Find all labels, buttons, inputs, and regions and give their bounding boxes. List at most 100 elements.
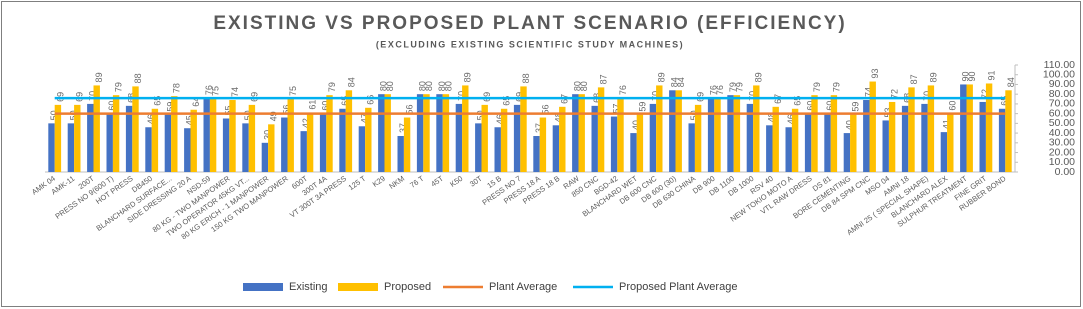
bar <box>145 127 152 172</box>
bar <box>947 113 954 172</box>
data-label: 45 <box>185 115 195 125</box>
data-label: 65 <box>792 96 802 106</box>
bar <box>248 104 256 172</box>
data-label: 46 <box>786 114 796 124</box>
data-label: 59 <box>637 102 647 112</box>
data-label: 70 <box>747 91 757 101</box>
data-label: 88 <box>521 73 531 83</box>
bar <box>960 84 967 172</box>
data-label: 65 <box>999 96 1009 106</box>
bar <box>636 114 644 172</box>
data-label: 48 <box>767 112 777 122</box>
data-label: 61 <box>307 100 317 110</box>
data-label: 79 <box>734 82 744 92</box>
bar <box>572 94 579 172</box>
data-label: 60 <box>825 101 835 111</box>
data-label: 89 <box>754 72 764 82</box>
bar <box>481 104 488 172</box>
bar <box>326 95 333 172</box>
legend-swatch <box>338 283 378 291</box>
bar <box>863 100 870 172</box>
bar <box>281 117 288 172</box>
bar <box>67 123 75 172</box>
data-label: 80 <box>417 81 427 91</box>
bar <box>869 81 876 172</box>
bar <box>229 100 236 172</box>
data-label: 56 <box>282 105 292 115</box>
bar <box>901 105 909 172</box>
bar <box>649 103 657 172</box>
data-label: 87 <box>598 74 608 84</box>
bar <box>785 127 792 172</box>
data-label: 64 <box>191 97 201 107</box>
bar <box>261 142 269 172</box>
bar <box>707 98 715 172</box>
y-tick-label: 20.00 <box>1049 146 1075 158</box>
bar <box>630 133 637 172</box>
data-label: 74 <box>864 87 874 97</box>
data-label: 59 <box>165 102 175 112</box>
bar <box>940 132 948 172</box>
bar <box>998 108 1006 172</box>
data-label: 70 <box>922 91 932 101</box>
data-label: 79 <box>812 82 822 92</box>
data-label: 47 <box>359 113 369 123</box>
bar <box>753 85 760 172</box>
data-label: 84 <box>670 77 680 87</box>
bar <box>87 103 94 172</box>
data-label: 80 <box>573 81 583 91</box>
bar <box>675 90 682 172</box>
y-tick-label: 60.00 <box>1049 107 1075 119</box>
bar <box>552 125 560 172</box>
bar <box>475 123 482 172</box>
bar <box>694 104 702 172</box>
legend-label: Existing <box>289 281 328 293</box>
bar <box>533 136 540 172</box>
data-label: 50 <box>476 110 486 120</box>
bar <box>319 113 327 172</box>
bar <box>979 101 986 172</box>
bar <box>48 123 55 172</box>
bar <box>209 99 217 172</box>
data-label: 65 <box>340 96 350 106</box>
bar <box>268 124 275 172</box>
bar <box>811 95 818 172</box>
legend-label: Plant Average <box>489 281 557 293</box>
data-label: 91 <box>986 70 996 80</box>
bar <box>921 103 928 172</box>
data-label: 89 <box>928 72 938 82</box>
bar <box>727 95 734 172</box>
bar <box>190 109 197 172</box>
y-tick-label: 90.00 <box>1049 78 1075 90</box>
data-label: 37 <box>534 123 544 133</box>
bar <box>830 95 838 172</box>
data-label: 75 <box>288 86 298 96</box>
data-label: 78 <box>172 83 182 93</box>
bar <box>442 94 450 172</box>
data-label: 76 <box>708 85 718 95</box>
data-label: 37 <box>398 123 408 133</box>
data-label: 79 <box>113 82 123 92</box>
data-label: 46 <box>495 114 505 124</box>
data-label: 70 <box>650 91 660 101</box>
bar <box>416 94 424 172</box>
bar <box>559 106 566 172</box>
bar <box>306 112 314 172</box>
data-label: 60 <box>320 101 330 111</box>
bar <box>378 94 385 172</box>
bar <box>927 85 935 172</box>
data-label: 89 <box>463 72 473 82</box>
bar <box>345 90 353 172</box>
bar <box>746 103 754 172</box>
legend-swatch <box>243 283 283 291</box>
bar <box>462 85 469 172</box>
bar <box>112 95 120 172</box>
data-label: 50 <box>689 110 699 120</box>
data-label: 76 <box>618 85 628 95</box>
data-label: 80 <box>379 81 389 91</box>
bar <box>985 83 993 172</box>
y-tick-label: 110.00 <box>1044 59 1075 71</box>
data-label: 42 <box>301 118 311 128</box>
data-label: 70 <box>88 91 98 101</box>
